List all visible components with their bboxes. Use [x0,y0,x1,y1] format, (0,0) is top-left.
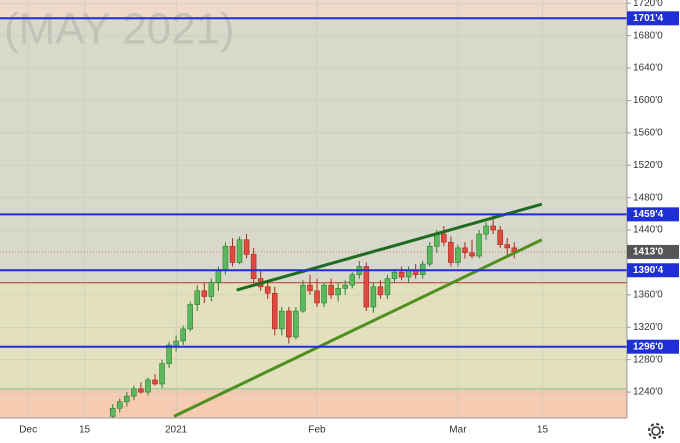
candle-body [504,244,511,249]
candle-body [279,310,285,330]
candle-body [469,252,475,257]
candle-body [321,284,327,304]
candle-body [314,290,320,304]
candle-body [201,290,208,297]
level-label-box [627,263,679,278]
candle-body [370,286,377,308]
candle-body [215,270,222,284]
candle-body [328,284,334,296]
y-tick-label: 1680'0 [633,30,663,41]
candle-body [131,388,137,397]
level-label: 1701'4 [633,13,664,24]
candle-body [236,239,243,263]
candle-body [208,282,215,297]
last-price-box [627,244,679,259]
level-label: 1390'4 [633,265,664,276]
trendline [173,238,543,418]
candle-body [145,379,151,393]
candle-body [462,247,468,254]
candle-body [476,233,482,257]
candle-body [187,304,193,330]
trendline [236,202,543,292]
candle-body [293,310,299,338]
candle-body [483,225,489,235]
y-tick-label: 1560'0 [633,127,663,138]
zone [0,388,627,418]
candle-body [455,247,461,263]
candle-body [264,286,271,294]
zone [0,0,627,19]
candle-body [194,290,201,305]
candle-body [405,270,412,278]
candle-body [307,284,313,292]
level-label: 1296'0 [633,341,664,352]
candle-body [109,407,116,417]
y-tick-label: 1320'0 [633,322,663,333]
x-tick-label: Mar [449,425,467,436]
candle-body [434,233,440,247]
candle-body [300,284,306,312]
candle-body [342,284,348,289]
y-tick-label: 1600'0 [633,95,663,106]
zone [0,18,627,283]
candle-body [229,245,236,263]
candle-body [222,245,229,271]
candle-body [152,379,158,385]
candle-body [159,363,165,385]
zone [0,282,627,389]
y-tick-label: 1640'0 [633,63,663,74]
x-axis-panel [0,418,627,443]
x-tick-label: 2021 [165,425,188,436]
axes: 1720'0 1680'0 1640'0 1600'0 1560'0 1520'0 1480… [19,0,679,436]
candle-body [271,292,278,330]
y-tick-label: 1360'0 [633,290,663,301]
candle-body [490,225,496,231]
candle-body [349,274,356,286]
candle-body [391,271,398,279]
candle-body [286,310,292,338]
candle-body [377,286,384,296]
candle-body [497,229,503,245]
candle-body [448,241,454,263]
y-tick-label: 1520'0 [633,160,663,171]
x-tick-label: Dec [19,425,37,436]
candle-body [243,239,250,255]
x-tick-label: 15 [79,425,91,436]
watermark: (MAY 2021) [4,5,235,54]
y-tick-label: 1440'0 [633,225,663,236]
level-label-box [627,207,679,222]
y-tick-label: 1280'0 [633,354,663,365]
level-label-box [627,339,679,354]
y-tick-label: 1480'0 [633,192,663,203]
settings-gear[interactable] [648,423,664,439]
candle-body [250,254,257,279]
y-axis-panel [627,0,680,443]
candle-body [166,344,172,365]
plot-area: (MAY 2021) [0,0,627,421]
y-tick-label: 1720'0 [633,0,663,9]
candle-body [335,288,341,296]
level-label: 1459'4 [633,209,664,220]
x-tick-label: Feb [308,425,326,436]
x-tick-label: 15 [537,425,549,436]
candle-body [363,266,370,308]
candle-body [384,278,391,296]
candle-body [180,328,186,342]
candle-body [138,388,144,393]
candle-body [124,395,130,403]
candle-body [116,401,123,409]
candle-body [441,233,447,243]
last-price-label: 1413'0 [633,247,664,258]
y-tick-label: 1240'0 [633,387,663,398]
candle-body [173,340,179,346]
level-label-box [627,11,679,26]
candle-body [398,271,405,278]
candle-body [426,245,433,265]
